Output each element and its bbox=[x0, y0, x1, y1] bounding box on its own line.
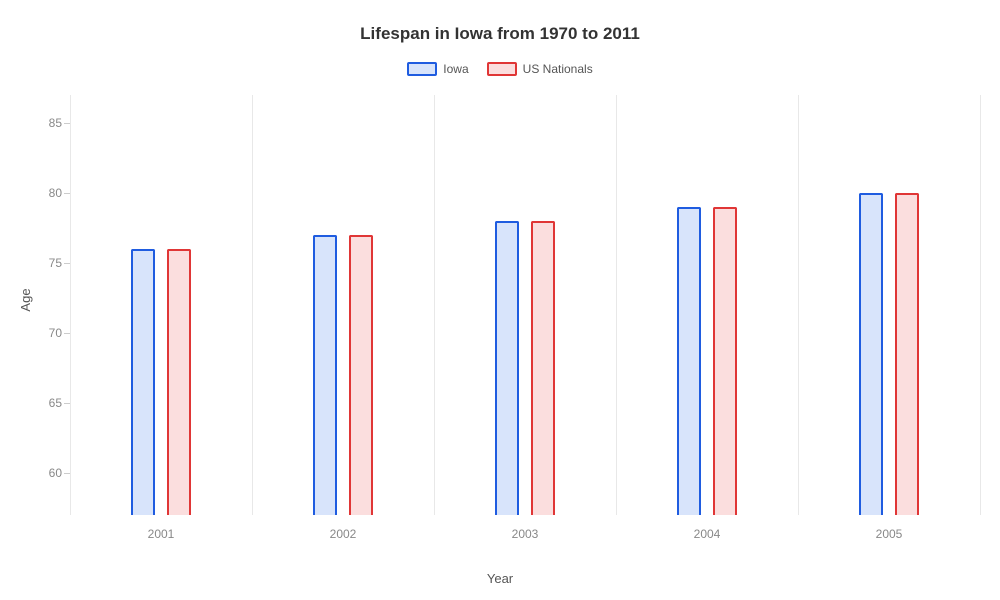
legend-swatch-us bbox=[487, 62, 517, 76]
y-tick-label: 70 bbox=[22, 326, 62, 340]
bar-iowa bbox=[859, 193, 883, 515]
y-tick-label: 80 bbox=[22, 186, 62, 200]
y-tick-mark bbox=[64, 333, 70, 334]
gridline-v bbox=[980, 95, 981, 515]
bar-us-nationals bbox=[713, 207, 737, 515]
bar-iowa bbox=[131, 249, 155, 515]
gridline-v bbox=[252, 95, 253, 515]
y-tick-mark bbox=[64, 473, 70, 474]
bar-iowa bbox=[677, 207, 701, 515]
gridline-v bbox=[70, 95, 71, 515]
legend-label-us: US Nationals bbox=[523, 62, 593, 76]
plot-area: 60657075808520012002200320042005 bbox=[70, 95, 980, 515]
y-tick-label: 75 bbox=[22, 256, 62, 270]
x-tick-label: 2005 bbox=[876, 527, 903, 541]
bar-us-nationals bbox=[895, 193, 919, 515]
x-axis-label: Year bbox=[0, 571, 1000, 586]
x-tick-label: 2004 bbox=[694, 527, 721, 541]
gridline-v bbox=[616, 95, 617, 515]
x-tick-label: 2003 bbox=[512, 527, 539, 541]
legend-swatch-iowa bbox=[407, 62, 437, 76]
x-tick-label: 2002 bbox=[330, 527, 357, 541]
chart-title: Lifespan in Iowa from 1970 to 2011 bbox=[0, 24, 1000, 44]
y-tick-mark bbox=[64, 263, 70, 264]
bar-us-nationals bbox=[531, 221, 555, 515]
bar-iowa bbox=[495, 221, 519, 515]
gridline-v bbox=[434, 95, 435, 515]
chart-container: Lifespan in Iowa from 1970 to 2011 Iowa … bbox=[0, 0, 1000, 600]
y-tick-label: 85 bbox=[22, 116, 62, 130]
legend-item-iowa: Iowa bbox=[407, 62, 468, 76]
legend-label-iowa: Iowa bbox=[443, 62, 468, 76]
bar-iowa bbox=[313, 235, 337, 515]
legend-item-us: US Nationals bbox=[487, 62, 593, 76]
y-tick-mark bbox=[64, 193, 70, 194]
legend: Iowa US Nationals bbox=[0, 62, 1000, 76]
y-axis-label: Age bbox=[18, 288, 33, 311]
y-tick-label: 60 bbox=[22, 466, 62, 480]
bar-us-nationals bbox=[349, 235, 373, 515]
x-tick-label: 2001 bbox=[148, 527, 175, 541]
gridline-v bbox=[798, 95, 799, 515]
bar-us-nationals bbox=[167, 249, 191, 515]
y-tick-mark bbox=[64, 123, 70, 124]
y-tick-mark bbox=[64, 403, 70, 404]
y-tick-label: 65 bbox=[22, 396, 62, 410]
